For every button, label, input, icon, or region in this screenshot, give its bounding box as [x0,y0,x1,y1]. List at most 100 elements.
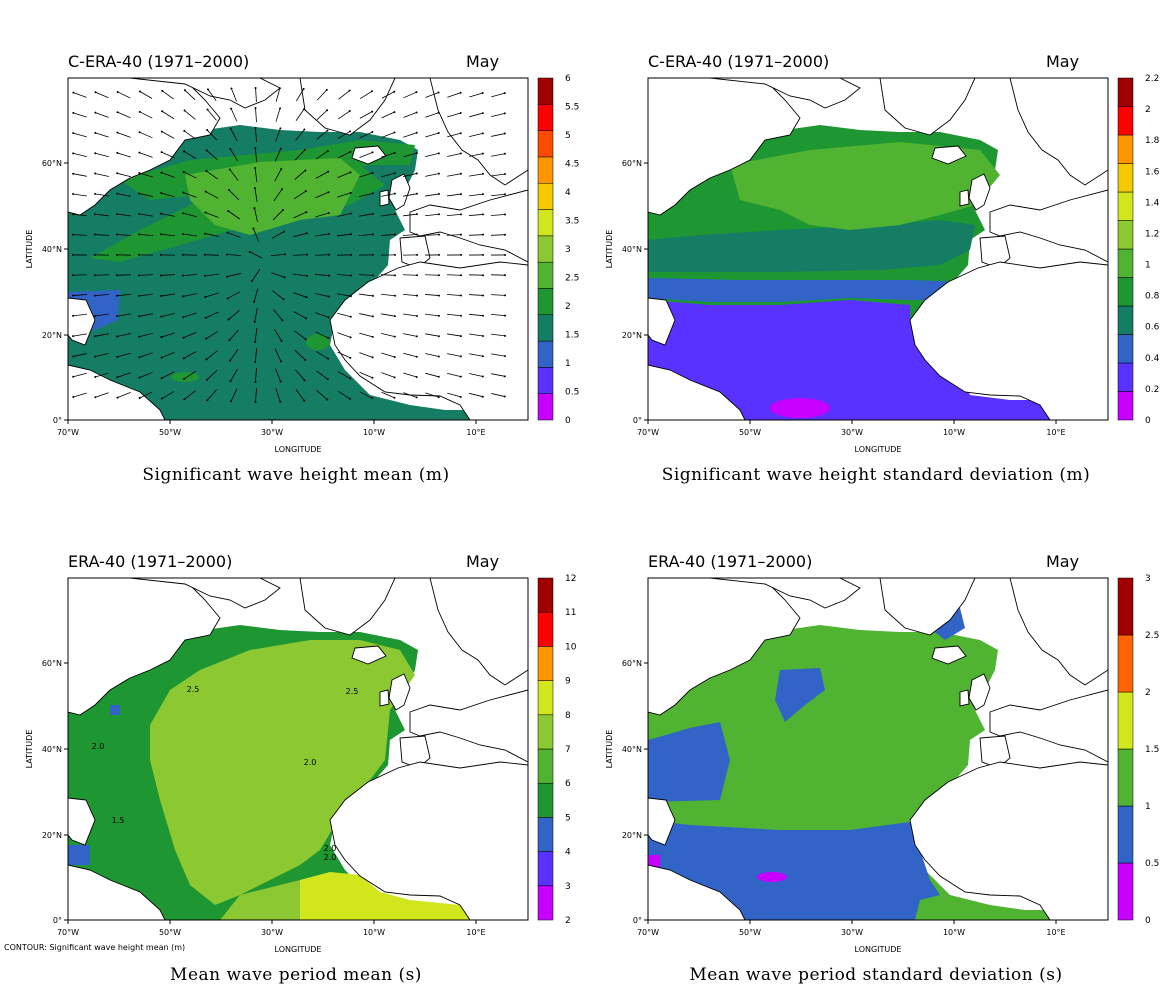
wind-vector [230,388,238,402]
y-tick-label: 40°N [42,245,62,254]
wind-vector [161,151,175,159]
wind-vector [469,373,483,377]
wind-vector-head [161,110,164,113]
x-tick-label: 50°W [159,428,181,437]
wind-vector-head [248,250,251,253]
wind-vector [314,273,330,277]
wind-vector [275,128,281,142]
wind-vector [274,168,282,182]
wind-vector [337,151,351,159]
wind-vector-head [415,152,418,155]
panel-dataset-title: C-ERA-40 (1971–2000) [648,52,830,71]
wind-vector-head [229,127,232,130]
wind-vector [139,152,153,158]
wind-vector-head [254,167,257,170]
wind-vector [425,313,439,317]
colorbar-swatch [537,611,554,647]
wind-vector-head [459,375,462,378]
wind-vector [253,288,259,302]
wind-vector-head [230,107,233,110]
colorbar-swatch [1117,334,1134,364]
colorbar-label: 6 [565,74,571,84]
wind-vector [295,109,305,121]
wind-vector [95,112,109,118]
wind-vector [161,351,175,359]
land-caribbean [68,297,96,346]
wind-vector-head [160,356,163,359]
wind-vector-head [393,315,396,318]
wind-vector-head [481,274,484,277]
colorbar-label: 1.6 [1145,167,1160,177]
wind-vector-head [94,172,97,175]
wind-vector-head [160,397,163,400]
colorbar-label: 0.4 [1145,354,1160,364]
wind-vector [254,308,258,322]
wind-vector [254,168,258,182]
wind-vector-head [116,213,119,216]
wind-vector [183,351,197,359]
wind-vector-head [503,132,506,135]
wind-vector [273,309,283,321]
colorbar-swatch [537,314,554,342]
wind-vector-head [253,207,256,210]
wind-vector [205,292,219,298]
wind-vector [403,313,417,317]
contour-label: 2.5 [346,687,359,696]
wind-vector [161,192,175,198]
colorbar-swatch [1117,248,1134,278]
wind-vector-head [349,315,352,318]
wind-vector-head [481,213,484,216]
colorbar-label: 0.5 [565,388,579,398]
wind-vector-head [503,213,506,216]
wind-vector [296,88,304,102]
wind-vector-head [304,190,307,193]
wind-vector [381,132,395,138]
wind-vector-head [415,376,418,379]
wind-vector [294,170,306,180]
field-4to5 [68,845,90,865]
wind-vector-head [305,232,308,235]
wind-vector-head [371,131,374,134]
wind-vector-head [349,274,352,277]
wind-vector-head [254,340,257,343]
wind-vector-head [415,274,418,277]
colorbar-label: 3.5 [565,217,579,227]
x-tick-label: 10°W [943,928,965,937]
wind-vector-head [415,213,418,216]
wind-vector-head [72,355,75,358]
wind-vector-head [160,130,163,133]
wind-vector-head [327,232,330,235]
colorbar-swatch [537,156,554,184]
wind-vector-head [183,129,186,132]
wind-vector [227,291,241,299]
wind-vector-head [348,110,351,113]
wind-vector-head [72,335,75,338]
wind-vector-head [393,233,396,236]
contour-label: 1.5 [112,816,125,825]
wind-vector-head [371,151,374,154]
wind-vector [94,234,110,236]
wind-vector [251,268,261,282]
colorbar-swatch [537,714,554,750]
land-scandinavia [429,78,528,186]
x-tick-label: 10°E [1046,928,1065,937]
wind-vector-head [326,109,329,112]
x-tick-label: 70°W [57,928,79,937]
land-africa [909,761,1108,920]
wind-vector-head [182,336,185,339]
panel-dataset-title: ERA-40 (1971–2000) [68,552,233,571]
wind-vector-head [437,335,440,338]
colorbar-swatch [1117,391,1134,421]
wind-vector-head [326,129,329,132]
x-tick-label: 50°W [159,928,181,937]
field-6to7 [150,640,415,905]
wind-vector [139,193,153,197]
land-canada-arctic [129,78,281,109]
wind-vector [359,213,373,217]
wind-vector-head [204,253,207,256]
wind-vector [381,91,395,99]
wind-vector [490,313,506,317]
wind-vector [117,313,131,317]
wind-vector-head [94,355,97,358]
wind-vector [359,111,373,119]
